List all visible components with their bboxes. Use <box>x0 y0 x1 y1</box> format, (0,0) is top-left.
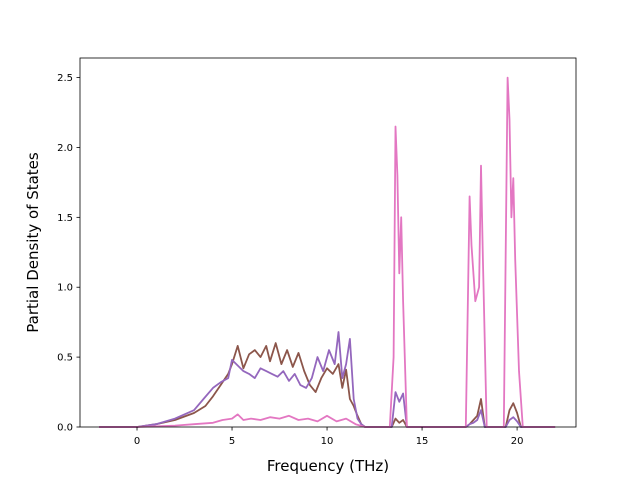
y-tick-label: 1.0 <box>57 283 73 294</box>
series-line-2 <box>99 331 556 428</box>
x-tick-label: 0 <box>134 436 140 447</box>
x-tick-label: 5 <box>229 436 235 447</box>
y-tick-label: 2.0 <box>57 143 73 154</box>
x-tick-label: 10 <box>321 436 334 447</box>
x-axis-ticks: 0 5 10 15 20 <box>134 427 524 447</box>
y-tick-label: 0.5 <box>57 353 73 364</box>
y-tick-label: 2.5 <box>57 73 73 84</box>
axes-frame <box>79 57 577 428</box>
x-axis-label: Frequency (THz) <box>267 457 389 475</box>
x-tick-label: 15 <box>416 436 429 447</box>
plot-area <box>99 76 556 428</box>
y-axis-ticks: 0.0 0.5 1.0 1.5 2.0 2.5 <box>57 73 80 434</box>
y-tick-label: 0.0 <box>57 423 73 434</box>
y-tick-label: 1.5 <box>57 213 73 224</box>
y-axis-label: Partial Density of States <box>24 152 42 333</box>
series-line-3 <box>99 76 556 428</box>
x-tick-label: 20 <box>511 436 524 447</box>
